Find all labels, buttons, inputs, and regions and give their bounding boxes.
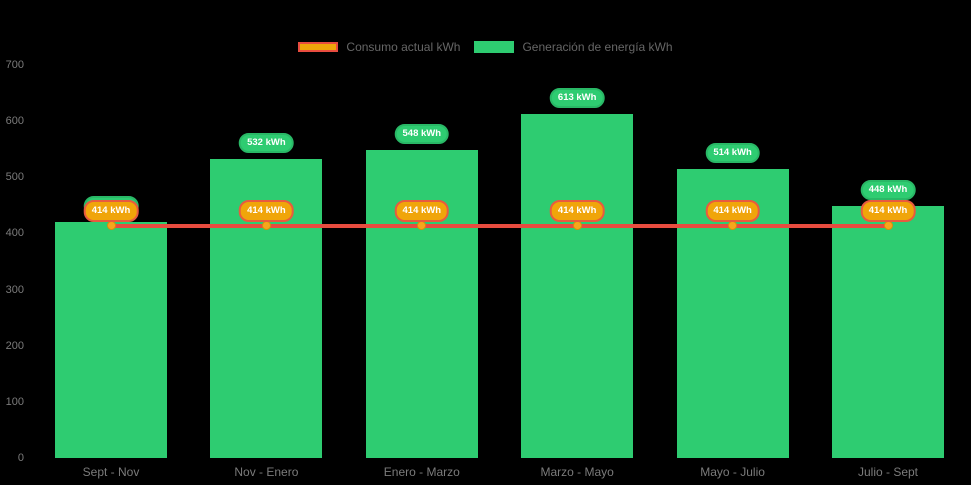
legend-label-consumption: Consumo actual kWh [346,40,461,54]
line-point-marker[interactable] [417,221,427,231]
x-category-label: Marzo - Mayo [540,465,614,479]
y-tick-label: 700 [5,59,24,71]
consumption-value-pill: 414 kWh [860,199,916,222]
consumption-value-pill: 414 kWh [705,199,760,222]
y-tick-label: 500 [5,171,24,184]
generation-value-pill: 448 kWh [860,180,916,201]
generation-value-pill: 514 kWh [705,143,760,164]
generation-bar[interactable] [832,206,944,458]
generation-bar[interactable] [521,113,634,458]
line-point-marker[interactable] [728,221,738,231]
y-tick-label: 200 [5,339,24,352]
legend: Consumo actual kWh Generación de energía… [0,40,971,54]
x-category-label: Julio - Sept [857,465,919,479]
generation-value-pill: 532 kWh [239,133,294,154]
line-point-marker[interactable] [261,221,271,231]
consumption-value-pill: 414 kWh [83,199,139,222]
legend-item-consumption[interactable]: Consumo actual kWh [298,40,460,54]
generation-swatch-icon [474,41,515,53]
y-tick-label: 600 [5,115,24,128]
generation-bar[interactable] [55,222,167,458]
consumption-value-pill: 414 kWh [549,199,605,222]
generation-bar[interactable] [365,150,478,458]
y-tick-label: 100 [5,395,24,408]
line-point-marker[interactable] [572,221,582,231]
consumption-swatch-icon [298,42,339,52]
consumption-line [111,223,888,228]
legend-label-generation: Generación de energía kWh [522,40,673,54]
x-category-label: Sept - Nov [82,465,140,479]
legend-item-generation[interactable]: Generación de energía kWh [474,40,673,54]
generation-value-pill: 613 kWh [549,87,605,108]
y-tick-label: 300 [5,283,24,296]
consumption-value-pill: 414 kWh [239,199,294,222]
x-category-label: Enero - Marzo [383,465,460,479]
y-tick-label: 0 [17,452,24,464]
generation-value-pill: 548 kWh [394,124,450,145]
consumption-value-pill: 414 kWh [394,199,450,222]
line-point-marker[interactable] [106,221,116,231]
x-category-label: Mayo - Julio [700,465,765,479]
line-point-marker[interactable] [883,221,893,231]
x-category-label: Nov - Enero [234,465,299,479]
y-tick-label: 400 [5,227,24,240]
